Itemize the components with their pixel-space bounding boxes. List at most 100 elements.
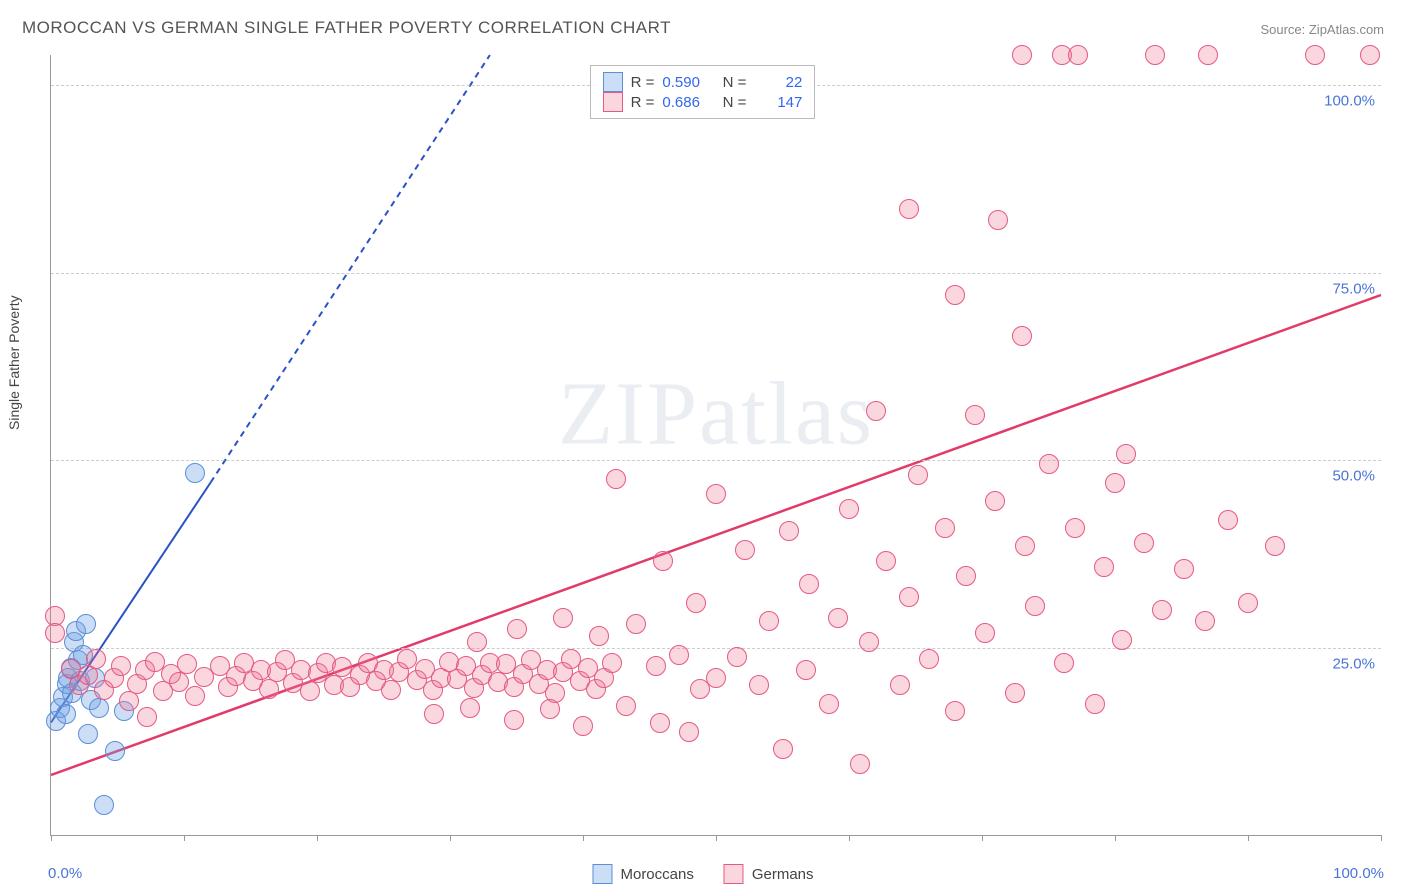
data-point <box>1174 559 1194 579</box>
data-point <box>727 647 747 667</box>
data-point <box>56 704 76 724</box>
data-point <box>1039 454 1059 474</box>
y-axis-label: Single Father Poverty <box>6 295 22 430</box>
data-point <box>819 694 839 714</box>
gridline <box>51 648 1381 649</box>
data-point <box>919 649 939 669</box>
data-point <box>1218 510 1238 530</box>
source-attribution: Source: ZipAtlas.com <box>1260 22 1384 37</box>
data-point <box>626 614 646 634</box>
x-tick <box>184 835 185 841</box>
data-point <box>105 741 125 761</box>
bottom-legend: Moroccans Germans <box>592 864 813 884</box>
data-point <box>177 654 197 674</box>
data-point <box>850 754 870 774</box>
watermark-atlas: atlas <box>699 364 874 463</box>
data-point <box>76 614 96 634</box>
data-point <box>504 710 524 730</box>
watermark: ZIPatlas <box>558 362 874 465</box>
data-point <box>686 593 706 613</box>
data-point <box>424 704 444 724</box>
data-point <box>78 724 98 744</box>
data-point <box>735 540 755 560</box>
data-point <box>1198 45 1218 65</box>
data-point <box>988 210 1008 230</box>
data-point <box>965 405 985 425</box>
data-point <box>908 465 928 485</box>
x-tick <box>1248 835 1249 841</box>
legend-label: Moroccans <box>620 866 693 883</box>
chart-title: MOROCCAN VS GERMAN SINGLE FATHER POVERTY… <box>22 18 671 38</box>
data-point <box>975 623 995 643</box>
x-tick <box>1381 835 1382 841</box>
data-point <box>779 521 799 541</box>
legend-swatch <box>724 864 744 884</box>
data-point <box>1085 694 1105 714</box>
data-point <box>876 551 896 571</box>
data-point <box>507 619 527 639</box>
data-point <box>1065 518 1085 538</box>
data-point <box>1012 45 1032 65</box>
r-value: 0.686 <box>662 94 710 111</box>
data-point <box>1105 473 1125 493</box>
y-tick-label: 100.0% <box>1324 93 1375 110</box>
data-point <box>646 656 666 676</box>
data-point <box>899 587 919 607</box>
data-point <box>1005 683 1025 703</box>
data-point <box>749 675 769 695</box>
watermark-zip: ZIP <box>558 364 699 463</box>
data-point <box>899 199 919 219</box>
data-point <box>540 699 560 719</box>
n-label: N = <box>718 94 746 111</box>
data-point <box>1094 557 1114 577</box>
data-point <box>460 698 480 718</box>
legend-label: Germans <box>752 866 814 883</box>
data-point <box>185 686 205 706</box>
data-point <box>137 707 157 727</box>
data-point <box>653 551 673 571</box>
n-label: N = <box>718 74 746 91</box>
data-point <box>669 645 689 665</box>
n-value: 147 <box>754 94 802 111</box>
data-point <box>1116 444 1136 464</box>
data-point <box>119 691 139 711</box>
data-point <box>706 668 726 688</box>
data-point <box>616 696 636 716</box>
data-point <box>759 611 779 631</box>
stats-row: R =0.590 N =22 <box>603 72 803 92</box>
legend-swatch <box>603 92 623 112</box>
data-point <box>1360 45 1380 65</box>
data-point <box>606 469 626 489</box>
data-point <box>1152 600 1172 620</box>
data-point <box>45 623 65 643</box>
data-point <box>1015 536 1035 556</box>
data-point <box>94 795 114 815</box>
x-tick <box>982 835 983 841</box>
data-point <box>945 701 965 721</box>
r-label: R = <box>631 94 655 111</box>
data-point <box>985 491 1005 511</box>
y-tick-label: 50.0% <box>1332 468 1375 485</box>
x-tick <box>51 835 52 841</box>
data-point <box>799 574 819 594</box>
legend-swatch <box>603 72 623 92</box>
r-value: 0.590 <box>662 74 710 91</box>
gridline <box>51 460 1381 461</box>
stats-row: R = 0.686 N = 147 <box>603 92 803 112</box>
data-point <box>111 656 131 676</box>
data-point <box>602 653 622 673</box>
data-point <box>1238 593 1258 613</box>
x-axis-min-label: 0.0% <box>48 865 82 882</box>
gridline <box>51 273 1381 274</box>
legend-item: Germans <box>724 864 814 884</box>
data-point <box>935 518 955 538</box>
data-point <box>866 401 886 421</box>
data-point <box>553 608 573 628</box>
data-point <box>89 698 109 718</box>
plot-area: ZIPatlas 25.0%50.0%75.0%100.0%R =0.590 N… <box>50 55 1381 836</box>
data-point <box>381 680 401 700</box>
data-point <box>650 713 670 733</box>
x-tick <box>716 835 717 841</box>
data-point <box>467 632 487 652</box>
data-point <box>1145 45 1165 65</box>
